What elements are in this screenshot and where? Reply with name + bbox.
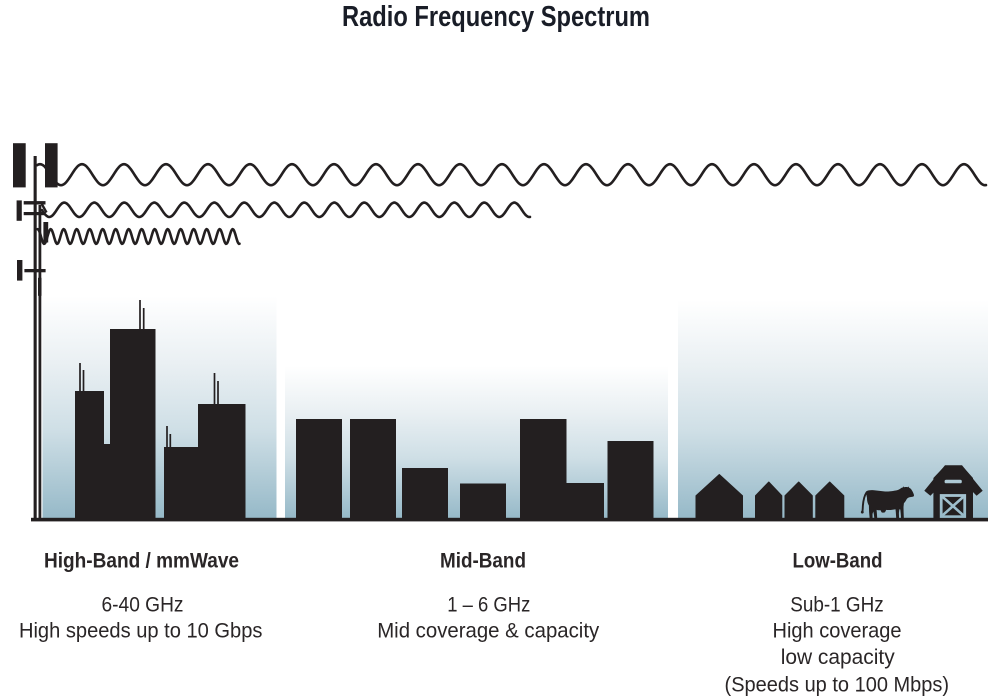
svg-text:Radio Frequency Spectrum: Radio Frequency Spectrum [342, 1, 650, 33]
svg-text:Mid coverage & capacity: Mid coverage & capacity [377, 619, 599, 643]
svg-text:High speeds up to 10 Gbps: High speeds up to 10 Gbps [19, 619, 263, 643]
svg-text:low capacity: low capacity [781, 645, 895, 669]
svg-text:(Speeds up to 100 Mbps): (Speeds up to 100 Mbps) [725, 673, 950, 697]
svg-text:Low-Band: Low-Band [793, 548, 883, 572]
svg-text:High coverage: High coverage [773, 619, 902, 643]
svg-text:6-40 GHz: 6-40 GHz [102, 593, 184, 617]
svg-text:Sub-1 GHz: Sub-1 GHz [790, 593, 884, 617]
svg-text:High-Band / mmWave: High-Band / mmWave [44, 548, 239, 572]
svg-text:Mid-Band: Mid-Band [440, 548, 526, 572]
svg-text:1 – 6 GHz: 1 – 6 GHz [447, 593, 530, 617]
